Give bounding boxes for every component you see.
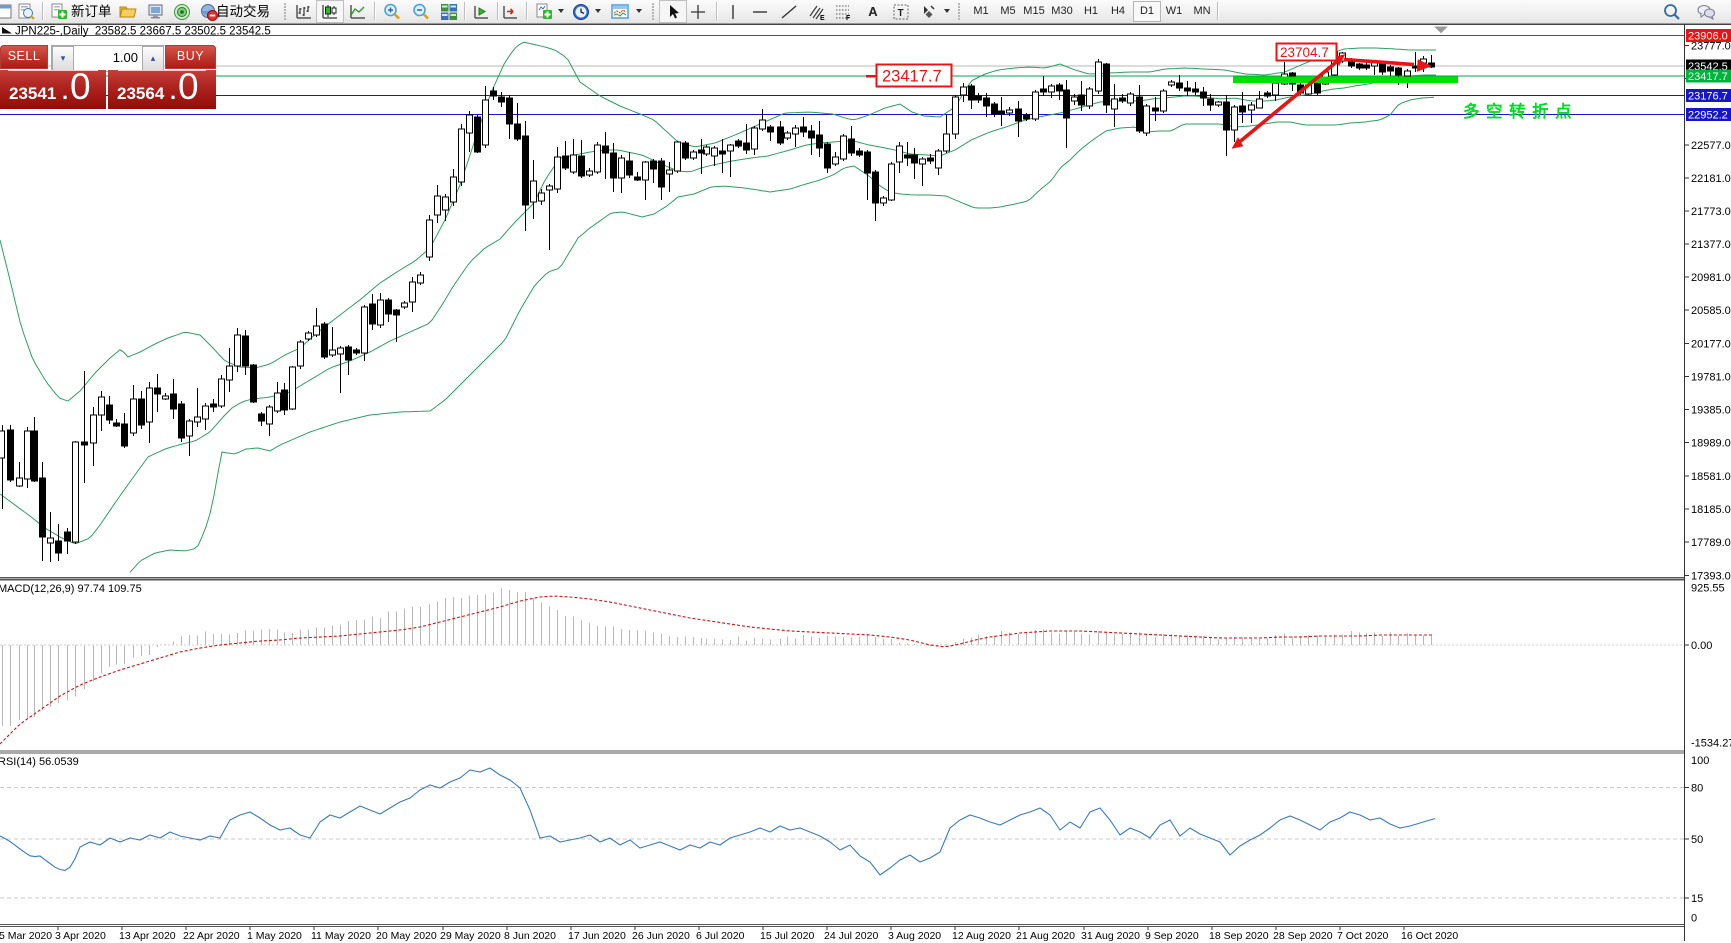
svg-text:22181.0: 22181.0	[1691, 173, 1731, 185]
svg-text:23906.0: 23906.0	[1688, 31, 1728, 43]
svg-text:E: E	[820, 15, 825, 22]
svg-text:21 Aug 2020: 21 Aug 2020	[1016, 930, 1075, 942]
svg-text:9 Sep 2020: 9 Sep 2020	[1145, 930, 1199, 942]
svg-text:19781.0: 19781.0	[1691, 372, 1731, 384]
svg-text:29 May 2020: 29 May 2020	[440, 930, 501, 942]
svg-text:-1534.27: -1534.27	[1691, 738, 1731, 750]
svg-text:23417.7: 23417.7	[882, 68, 942, 86]
svg-text:22577.0: 22577.0	[1691, 140, 1731, 152]
svg-text:11 May 2020: 11 May 2020	[311, 930, 371, 942]
svg-text:23417.7: 23417.7	[1688, 71, 1728, 83]
svg-text:JPN225-,Daily 23582.5 23667.5: JPN225-,Daily 23582.5 23667.5 23502.5 23…	[15, 26, 271, 38]
svg-text:20981.0: 20981.0	[1691, 272, 1731, 284]
svg-text:3 Aug 2020: 3 Aug 2020	[888, 930, 941, 942]
svg-text:13 Apr 2020: 13 Apr 2020	[119, 930, 176, 942]
svg-text:18185.0: 18185.0	[1691, 504, 1731, 516]
svg-text:23777.0: 23777.0	[1691, 41, 1731, 53]
svg-text:50: 50	[1691, 834, 1703, 846]
svg-text:5 Mar 2020: 5 Mar 2020	[0, 930, 52, 942]
svg-text:F: F	[846, 15, 851, 22]
svg-text:15: 15	[1691, 893, 1703, 905]
svg-text:0: 0	[1691, 913, 1697, 925]
svg-text:RSI(14) 56.0539: RSI(14) 56.0539	[0, 756, 79, 768]
svg-text:18581.0: 18581.0	[1691, 471, 1731, 483]
svg-text:12 Aug 2020: 12 Aug 2020	[952, 930, 1011, 942]
svg-text:多空转折点: 多空转折点	[1463, 101, 1578, 121]
svg-text:T: T	[898, 8, 904, 19]
svg-text:22 Apr 2020: 22 Apr 2020	[183, 930, 240, 942]
svg-text:17789.0: 17789.0	[1691, 537, 1731, 549]
svg-text:20585.0: 20585.0	[1691, 305, 1731, 317]
svg-text:MACD(12,26,9) 97.74 109.75: MACD(12,26,9) 97.74 109.75	[0, 583, 142, 595]
svg-text:1 May 2020: 1 May 2020	[247, 930, 302, 942]
svg-text:0.00: 0.00	[1691, 640, 1712, 652]
svg-text:16 Oct 2020: 16 Oct 2020	[1401, 930, 1458, 942]
svg-text:15 Jul 2020: 15 Jul 2020	[760, 930, 814, 942]
svg-text:925.55: 925.55	[1691, 583, 1725, 595]
svg-text:18989.0: 18989.0	[1691, 437, 1731, 449]
svg-text:80: 80	[1691, 783, 1703, 795]
svg-text:21377.0: 21377.0	[1691, 239, 1731, 251]
svg-text:8 Jun 2020: 8 Jun 2020	[504, 930, 556, 942]
svg-text:20 May 2020: 20 May 2020	[376, 930, 437, 942]
svg-text:31 Aug 2020: 31 Aug 2020	[1081, 930, 1140, 942]
svg-text:23176.7: 23176.7	[1688, 91, 1728, 103]
svg-text:19385.0: 19385.0	[1691, 405, 1731, 417]
svg-text:100: 100	[1691, 755, 1709, 767]
svg-text:3 Apr 2020: 3 Apr 2020	[55, 930, 106, 942]
svg-text:23704.7: 23704.7	[1280, 45, 1329, 60]
svg-text:28 Sep 2020: 28 Sep 2020	[1273, 930, 1333, 942]
svg-text:21773.0: 21773.0	[1691, 206, 1731, 218]
svg-text:17 Jun 2020: 17 Jun 2020	[568, 930, 626, 942]
svg-text:18 Sep 2020: 18 Sep 2020	[1209, 930, 1269, 942]
svg-text:7 Oct 2020: 7 Oct 2020	[1337, 930, 1389, 942]
svg-text:17393.0: 17393.0	[1691, 571, 1731, 583]
svg-text:24 Jul 2020: 24 Jul 2020	[824, 930, 878, 942]
svg-text:20177.0: 20177.0	[1691, 339, 1731, 351]
svg-text:22952.2: 22952.2	[1688, 110, 1728, 122]
svg-text:6 Jul 2020: 6 Jul 2020	[696, 930, 745, 942]
svg-text:26 Jun 2020: 26 Jun 2020	[632, 930, 690, 942]
